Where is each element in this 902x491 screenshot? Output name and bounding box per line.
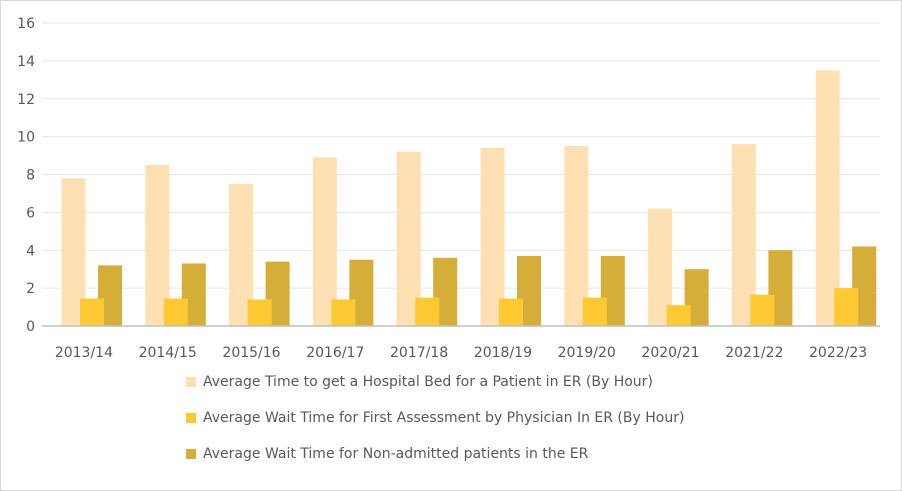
x-tick-label: 2020/21 [641, 345, 699, 361]
bar-hospital-bed [396, 151, 421, 326]
bar-first-assessment [247, 299, 272, 326]
bar-hospital-bed [480, 147, 505, 326]
x-tick-label: 2018/19 [474, 345, 532, 361]
y-tick-label: 14 [17, 54, 35, 70]
y-tick-label: 12 [17, 92, 35, 108]
bar-first-assessment [80, 298, 104, 326]
x-tick-label: 2014/15 [139, 345, 197, 361]
y-tick-label: 2 [26, 281, 35, 297]
y-tick-label: 8 [26, 168, 35, 184]
bar-first-assessment [415, 297, 440, 326]
x-axis: 2013/14 2014/15 2015/16 2016/17 2017/18 2018/… [55, 345, 867, 361]
y-tick-label: 16 [17, 16, 35, 32]
x-tick-label: 2021/22 [725, 345, 783, 361]
bar-hospital-bed [815, 70, 840, 326]
x-tick-label: 2017/18 [390, 345, 448, 361]
bars [61, 70, 877, 326]
x-tick-label: 2013/14 [55, 345, 113, 361]
legend-swatch [186, 377, 196, 387]
y-tick-label: 0 [26, 319, 35, 335]
y-axis: 0 2 4 6 8 10 12 14 16 [17, 16, 35, 335]
legend-label: Average Time to get a Hospital Bed for a… [203, 374, 653, 390]
bar-first-assessment [331, 299, 356, 326]
bar-first-assessment [499, 298, 523, 326]
y-tick-label: 4 [26, 243, 35, 259]
bar-first-assessment [163, 298, 188, 326]
bar-first-assessment [666, 305, 691, 326]
bar-hospital-bed [312, 157, 337, 326]
x-tick-label: 2016/17 [306, 345, 364, 361]
legend-item-first-assessment: Average Wait Time for First Assessment b… [186, 408, 684, 428]
legend-label: Average Wait Time for Non-admitted patie… [203, 446, 589, 462]
x-tick-label: 2022/23 [809, 345, 867, 361]
bar-hospital-bed [564, 146, 589, 326]
y-tick-label: 6 [26, 205, 35, 221]
legend-item-hospital-bed: Average Time to get a Hospital Bed for a… [186, 372, 684, 392]
x-tick-label: 2015/16 [222, 345, 280, 361]
bar-first-assessment [582, 297, 607, 326]
legend-label: Average Wait Time for First Assessment b… [203, 410, 685, 426]
y-tick-label: 10 [17, 130, 35, 146]
legend-swatch [186, 449, 196, 459]
legend: Average Time to get a Hospital Bed for a… [186, 372, 684, 480]
legend-item-non-admitted: Average Wait Time for Non-admitted patie… [186, 444, 684, 464]
x-tick-label: 2019/20 [558, 345, 616, 361]
bar-first-assessment [750, 294, 775, 326]
bar-first-assessment [834, 288, 859, 326]
legend-swatch [186, 413, 196, 423]
